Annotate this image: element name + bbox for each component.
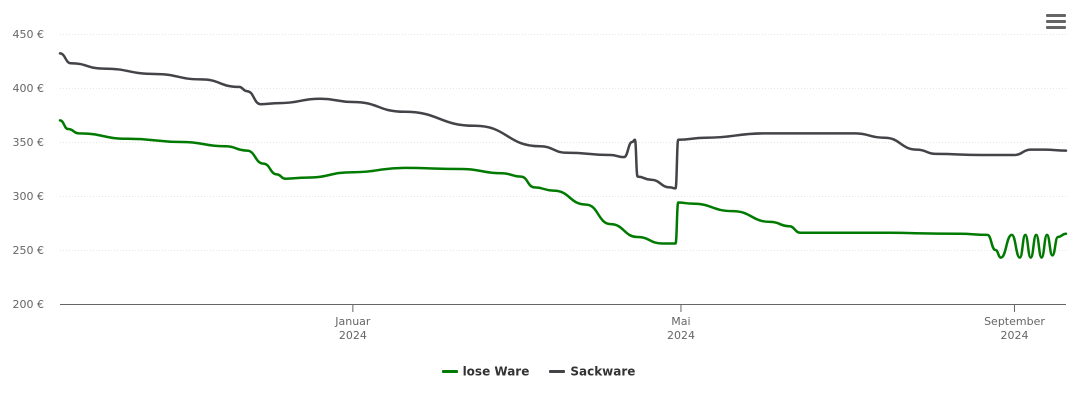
series-line-0[interactable] (58, 119, 1068, 259)
y-tick-label: 350 € (13, 136, 45, 149)
y-axis-labels: 200 € 250 € 300 € 350 € 400 € 450 € (13, 28, 45, 311)
legend-label: lose Ware (462, 364, 530, 379)
y-tick-label: 200 € (13, 298, 45, 311)
legend-label: Sackware (570, 364, 636, 379)
x-tick-label-year: 2024 (667, 329, 695, 342)
x-tick-label-month: September (984, 315, 1045, 328)
legend-item[interactable]: lose Ware (441, 364, 530, 379)
y-tick-label: 300 € (13, 190, 45, 203)
x-tick-label-month: Januar (334, 315, 371, 328)
chart-legend: lose Ware Sackware (0, 364, 1077, 379)
y-tick-label: 400 € (13, 82, 45, 95)
x-tick-label-year: 2024 (339, 329, 367, 342)
hamburger-menu-icon[interactable] (1046, 14, 1066, 30)
series-lines[interactable] (58, 52, 1068, 259)
legend-item[interactable]: Sackware (549, 364, 635, 379)
series-line-1[interactable] (58, 52, 1068, 190)
x-tick-label-month: Mai (671, 315, 690, 328)
y-tick-label: 250 € (13, 244, 45, 257)
x-tick-label-year: 2024 (1000, 329, 1028, 342)
legend-swatch (549, 370, 566, 373)
y-tick-label: 450 € (13, 28, 45, 41)
x-axis (60, 304, 1066, 312)
legend-swatch (441, 370, 458, 373)
grid-lines (60, 34, 1066, 251)
